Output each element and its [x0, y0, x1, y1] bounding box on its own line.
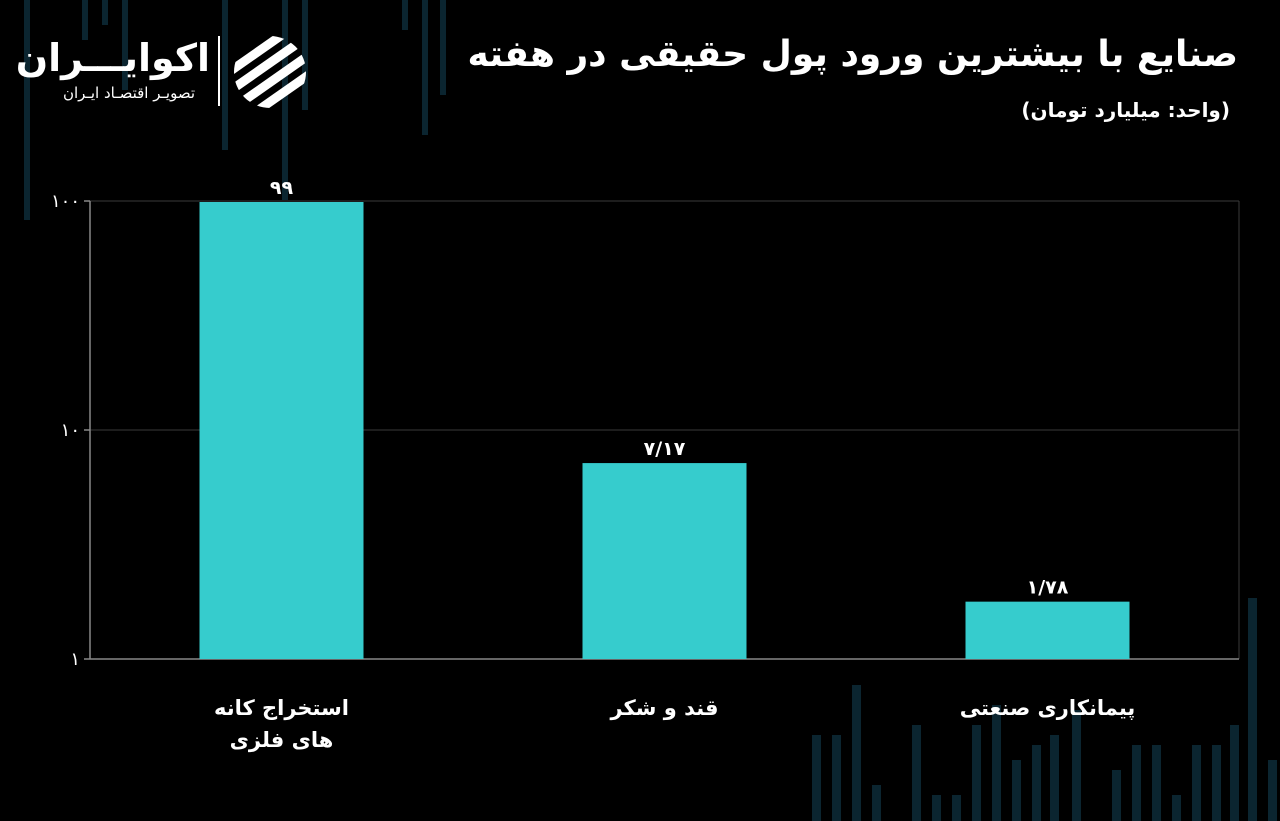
y-tick-label: ۱۰۰	[51, 191, 80, 212]
decor-candle	[1230, 725, 1239, 821]
data-label: ۱/۷۸	[1027, 577, 1069, 599]
y-tick-label: ۱	[70, 649, 80, 670]
decor-candle	[832, 735, 841, 821]
bar	[582, 463, 747, 659]
x-category-label: استخراج کانه	[214, 696, 349, 721]
decor-candle	[932, 795, 941, 821]
decor-candle	[1192, 745, 1201, 821]
decor-candle	[422, 0, 428, 135]
decor-candle	[852, 685, 861, 821]
decor-candle	[992, 705, 1001, 821]
bar	[199, 201, 364, 659]
brand-tagline: تصویـر اقتصـاد ایـران	[62, 84, 196, 102]
decor-candle	[872, 785, 881, 821]
brand-logo: اکوایـــران تصویـر اقتصـاد ایـران	[15, 32, 318, 112]
x-category-label: قند و شکر	[609, 696, 718, 720]
ekoiran-logo-icon	[234, 36, 306, 108]
data-label: ۷/۱۷	[644, 438, 686, 460]
decor-candle	[1072, 710, 1081, 821]
decor-candle	[1032, 745, 1041, 821]
chart-subtitle: (واحد: میلیارد تومان)	[1021, 98, 1230, 122]
logo-divider	[218, 36, 220, 106]
decor-candle	[122, 0, 128, 90]
decor-candle	[1050, 735, 1059, 821]
y-tick-label: ۱۰	[61, 420, 80, 441]
decor-candle	[1248, 598, 1257, 821]
decor-candle	[1112, 770, 1121, 821]
decor-candle	[440, 0, 446, 95]
decor-candle	[1172, 795, 1181, 821]
decor-candle	[402, 0, 408, 30]
x-category-label: های فلزی	[230, 728, 334, 752]
decor-candle	[1268, 760, 1277, 821]
chart-title: صنایع با بیشترین ورود پول حقیقی در هفته	[467, 34, 1238, 75]
decor-candle	[1152, 745, 1161, 821]
decor-candle	[302, 0, 308, 110]
decor-candle	[24, 0, 30, 220]
brand-name: اکوایـــران	[15, 36, 210, 80]
decor-candle	[222, 0, 228, 150]
decor-candle	[1012, 760, 1021, 821]
decor-candle	[912, 725, 921, 821]
decor-candle	[952, 795, 961, 821]
decor-candle	[82, 0, 88, 40]
bar	[965, 601, 1130, 659]
data-label: ۹۹	[270, 177, 294, 199]
decor-candle	[812, 735, 821, 821]
decor-candle	[282, 0, 288, 200]
x-category-label: پیمانکاری صنعتی	[960, 696, 1136, 720]
decor-candle	[1212, 745, 1221, 821]
decor-candle	[972, 725, 981, 821]
decor-candle	[1132, 745, 1141, 821]
decor-candle	[102, 0, 108, 25]
